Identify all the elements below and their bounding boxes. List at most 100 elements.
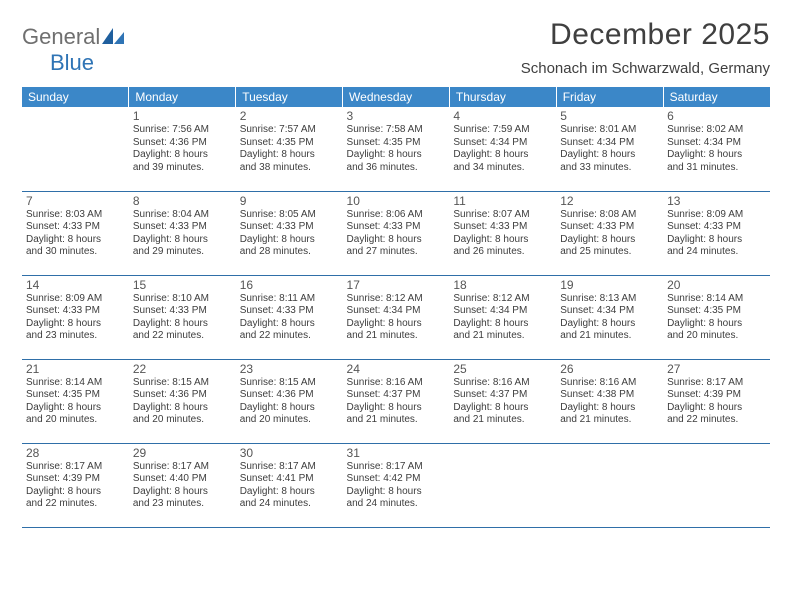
day-number: 16 bbox=[240, 278, 339, 292]
daylight-line: and 28 minutes. bbox=[240, 246, 339, 259]
day-number: 31 bbox=[347, 446, 446, 460]
month-title: December 2025 bbox=[521, 18, 770, 52]
sunrise-line: Sunrise: 8:15 AM bbox=[240, 377, 339, 390]
sunrise-line: Sunrise: 8:16 AM bbox=[347, 377, 446, 390]
daylight-line: Daylight: 8 hours bbox=[240, 318, 339, 331]
day-number: 21 bbox=[26, 362, 125, 376]
sunrise-line: Sunrise: 8:07 AM bbox=[453, 209, 552, 222]
daylight-line: Daylight: 8 hours bbox=[560, 234, 659, 247]
daylight-line: Daylight: 8 hours bbox=[667, 318, 766, 331]
sunrise-line: Sunrise: 8:08 AM bbox=[560, 209, 659, 222]
daylight-line: Daylight: 8 hours bbox=[26, 402, 125, 415]
sunset-line: Sunset: 4:34 PM bbox=[667, 137, 766, 150]
sunrise-line: Sunrise: 8:03 AM bbox=[26, 209, 125, 222]
day-number: 8 bbox=[133, 194, 232, 208]
calendar-day-cell: 2Sunrise: 7:57 AMSunset: 4:35 PMDaylight… bbox=[236, 107, 343, 191]
calendar-day-cell: 27Sunrise: 8:17 AMSunset: 4:39 PMDayligh… bbox=[663, 359, 770, 443]
daylight-line: Daylight: 8 hours bbox=[667, 234, 766, 247]
sunrise-line: Sunrise: 8:11 AM bbox=[240, 293, 339, 306]
calendar-day-cell: 12Sunrise: 8:08 AMSunset: 4:33 PMDayligh… bbox=[556, 191, 663, 275]
sunset-line: Sunset: 4:36 PM bbox=[240, 389, 339, 402]
calendar-head: SundayMondayTuesdayWednesdayThursdayFrid… bbox=[22, 87, 770, 107]
day-number: 27 bbox=[667, 362, 766, 376]
sunset-line: Sunset: 4:37 PM bbox=[453, 389, 552, 402]
day-header-row: SundayMondayTuesdayWednesdayThursdayFrid… bbox=[22, 87, 770, 107]
sunset-line: Sunset: 4:37 PM bbox=[347, 389, 446, 402]
calendar-day-cell: 29Sunrise: 8:17 AMSunset: 4:40 PMDayligh… bbox=[129, 443, 236, 527]
daylight-line: and 22 minutes. bbox=[240, 330, 339, 343]
sunrise-line: Sunrise: 8:17 AM bbox=[667, 377, 766, 390]
sunrise-line: Sunrise: 8:14 AM bbox=[26, 377, 125, 390]
sunrise-line: Sunrise: 8:10 AM bbox=[133, 293, 232, 306]
daylight-line: Daylight: 8 hours bbox=[667, 149, 766, 162]
daylight-line: Daylight: 8 hours bbox=[667, 402, 766, 415]
daylight-line: Daylight: 8 hours bbox=[453, 318, 552, 331]
header: General Blue December 2025 Schonach im S… bbox=[22, 18, 770, 77]
daylight-line: Daylight: 8 hours bbox=[240, 234, 339, 247]
day-number: 23 bbox=[240, 362, 339, 376]
calendar-day-cell: 17Sunrise: 8:12 AMSunset: 4:34 PMDayligh… bbox=[343, 275, 450, 359]
calendar-table: SundayMondayTuesdayWednesdayThursdayFrid… bbox=[22, 87, 770, 528]
calendar-day-cell bbox=[556, 443, 663, 527]
sunset-line: Sunset: 4:34 PM bbox=[453, 137, 552, 150]
sunrise-line: Sunrise: 8:12 AM bbox=[453, 293, 552, 306]
calendar-day-cell: 8Sunrise: 8:04 AMSunset: 4:33 PMDaylight… bbox=[129, 191, 236, 275]
sunrise-line: Sunrise: 8:04 AM bbox=[133, 209, 232, 222]
day-number: 26 bbox=[560, 362, 659, 376]
daylight-line: and 29 minutes. bbox=[133, 246, 232, 259]
calendar-week-row: 21Sunrise: 8:14 AMSunset: 4:35 PMDayligh… bbox=[22, 359, 770, 443]
title-block: December 2025 Schonach im Schwarzwald, G… bbox=[521, 18, 770, 77]
sunset-line: Sunset: 4:36 PM bbox=[133, 137, 232, 150]
daylight-line: Daylight: 8 hours bbox=[560, 149, 659, 162]
day-number: 28 bbox=[26, 446, 125, 460]
day-number: 10 bbox=[347, 194, 446, 208]
daylight-line: and 39 minutes. bbox=[133, 162, 232, 175]
calendar-day-cell bbox=[449, 443, 556, 527]
sunrise-line: Sunrise: 8:09 AM bbox=[667, 209, 766, 222]
day-number: 14 bbox=[26, 278, 125, 292]
sunset-line: Sunset: 4:33 PM bbox=[133, 305, 232, 318]
calendar-day-cell: 22Sunrise: 8:15 AMSunset: 4:36 PMDayligh… bbox=[129, 359, 236, 443]
sunset-line: Sunset: 4:41 PM bbox=[240, 473, 339, 486]
sunrise-line: Sunrise: 8:12 AM bbox=[347, 293, 446, 306]
sunset-line: Sunset: 4:35 PM bbox=[26, 389, 125, 402]
day-number: 25 bbox=[453, 362, 552, 376]
sunset-line: Sunset: 4:34 PM bbox=[560, 305, 659, 318]
calendar-day-cell: 18Sunrise: 8:12 AMSunset: 4:34 PMDayligh… bbox=[449, 275, 556, 359]
day-header: Friday bbox=[556, 87, 663, 107]
day-number: 9 bbox=[240, 194, 339, 208]
daylight-line: Daylight: 8 hours bbox=[453, 149, 552, 162]
daylight-line: Daylight: 8 hours bbox=[240, 149, 339, 162]
sunset-line: Sunset: 4:39 PM bbox=[667, 389, 766, 402]
daylight-line: Daylight: 8 hours bbox=[560, 318, 659, 331]
sunset-line: Sunset: 4:33 PM bbox=[240, 221, 339, 234]
day-number: 3 bbox=[347, 109, 446, 123]
sunset-line: Sunset: 4:35 PM bbox=[347, 137, 446, 150]
day-number: 22 bbox=[133, 362, 232, 376]
daylight-line: and 20 minutes. bbox=[133, 414, 232, 427]
calendar-day-cell: 16Sunrise: 8:11 AMSunset: 4:33 PMDayligh… bbox=[236, 275, 343, 359]
calendar-day-cell: 31Sunrise: 8:17 AMSunset: 4:42 PMDayligh… bbox=[343, 443, 450, 527]
sunrise-line: Sunrise: 8:06 AM bbox=[347, 209, 446, 222]
sunrise-line: Sunrise: 8:17 AM bbox=[26, 461, 125, 474]
calendar-day-cell: 30Sunrise: 8:17 AMSunset: 4:41 PMDayligh… bbox=[236, 443, 343, 527]
sunset-line: Sunset: 4:38 PM bbox=[560, 389, 659, 402]
day-number: 13 bbox=[667, 194, 766, 208]
sunset-line: Sunset: 4:34 PM bbox=[347, 305, 446, 318]
sunrise-line: Sunrise: 7:57 AM bbox=[240, 124, 339, 137]
daylight-line: Daylight: 8 hours bbox=[560, 402, 659, 415]
calendar-page: General Blue December 2025 Schonach im S… bbox=[0, 0, 792, 538]
daylight-line: and 20 minutes. bbox=[667, 330, 766, 343]
daylight-line: Daylight: 8 hours bbox=[133, 149, 232, 162]
sunrise-line: Sunrise: 8:16 AM bbox=[453, 377, 552, 390]
day-number: 30 bbox=[240, 446, 339, 460]
daylight-line: and 24 minutes. bbox=[240, 498, 339, 511]
day-number: 11 bbox=[453, 194, 552, 208]
sunrise-line: Sunrise: 8:17 AM bbox=[347, 461, 446, 474]
day-header: Tuesday bbox=[236, 87, 343, 107]
daylight-line: and 31 minutes. bbox=[667, 162, 766, 175]
sunset-line: Sunset: 4:33 PM bbox=[347, 221, 446, 234]
logo-text: General Blue bbox=[22, 24, 124, 76]
calendar-body: 1Sunrise: 7:56 AMSunset: 4:36 PMDaylight… bbox=[22, 107, 770, 527]
calendar-day-cell: 15Sunrise: 8:10 AMSunset: 4:33 PMDayligh… bbox=[129, 275, 236, 359]
